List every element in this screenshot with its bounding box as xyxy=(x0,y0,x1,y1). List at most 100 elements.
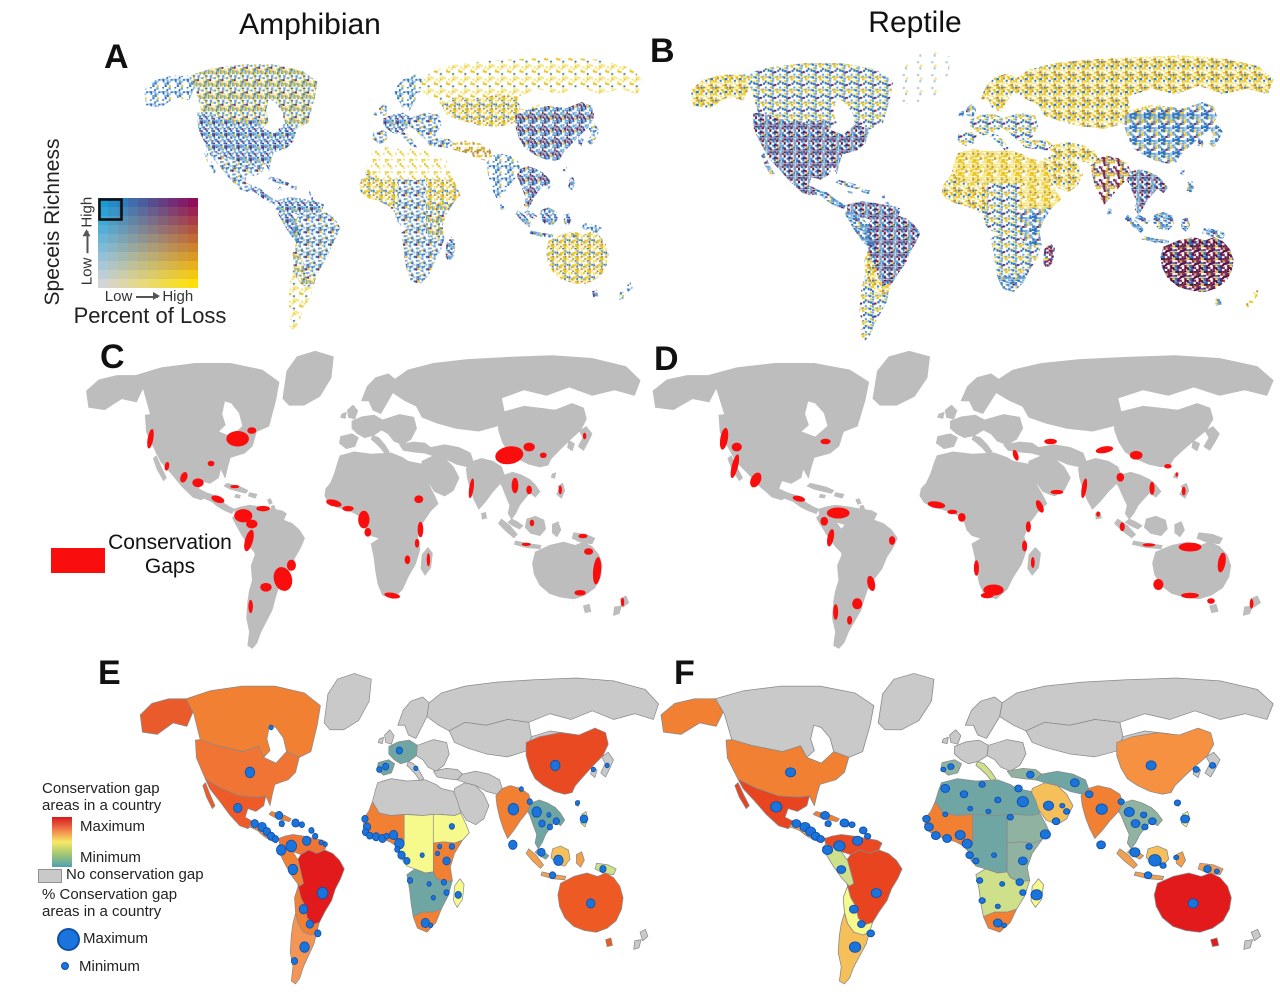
region-japan xyxy=(587,123,600,146)
country-gap-circle xyxy=(1143,871,1153,880)
region-uk xyxy=(944,404,958,420)
region-brazil xyxy=(292,210,341,278)
region-camerica xyxy=(201,492,235,514)
country-gap-circle xyxy=(426,881,432,887)
country-gap-circle xyxy=(1043,800,1054,811)
region-safrica xyxy=(400,227,445,271)
region-sulawesi xyxy=(1181,217,1191,232)
bivariate-x-axis-label: Percent of Loss xyxy=(73,303,227,328)
conservation-gap-patch xyxy=(358,510,370,529)
country-gap-circle xyxy=(298,821,305,828)
conservation-gap-patch xyxy=(1012,449,1019,461)
region-nafrica xyxy=(372,778,462,816)
country-gap-circle xyxy=(836,865,847,874)
region-nafrica xyxy=(951,149,1052,184)
region-cafrica xyxy=(978,182,1021,238)
bivariate-cell xyxy=(188,252,198,262)
region-canada xyxy=(188,64,318,129)
conservation-gap-patch xyxy=(582,432,587,440)
country-gap-circle xyxy=(448,823,455,830)
country-gap-circle xyxy=(1148,817,1157,826)
conservation-gap-patch xyxy=(342,505,354,512)
country-gap-circle xyxy=(1140,811,1148,819)
panel-label-f: F xyxy=(674,654,695,692)
region-seasia xyxy=(1118,799,1163,850)
bivariate-cell xyxy=(98,243,109,253)
region-nafrica xyxy=(334,451,430,488)
region-sulawesi xyxy=(551,521,562,538)
region-greenland xyxy=(323,673,372,731)
region-iberia xyxy=(957,131,977,147)
country-gap-circle xyxy=(291,818,300,828)
bivariate-cell xyxy=(98,270,109,280)
country-gap-circle xyxy=(443,889,450,896)
region-camerica xyxy=(247,185,278,205)
bivariate-cell xyxy=(158,225,169,235)
panel-d-map xyxy=(652,350,1274,649)
country-gap-circle xyxy=(428,922,434,929)
bivariate-cell xyxy=(158,207,169,217)
conservation-gap-patch xyxy=(820,438,831,445)
region-horn xyxy=(1020,181,1061,210)
region-turkey xyxy=(1020,139,1054,151)
bivariate-cell xyxy=(188,279,198,288)
bivariate-cell xyxy=(148,261,159,271)
region-greenland xyxy=(877,673,935,731)
region-china xyxy=(515,101,595,162)
country-gap-circle xyxy=(1117,798,1125,805)
bivariate-cell xyxy=(178,207,189,217)
region-philippines xyxy=(1186,179,1195,195)
region-iberia xyxy=(339,433,359,450)
region-colombia xyxy=(277,197,325,216)
conservation-gap-patch xyxy=(592,557,602,585)
region-nafrica xyxy=(930,451,1038,488)
conservation-gap-patch xyxy=(1022,540,1028,552)
bivariate-cell xyxy=(98,252,109,262)
country-gap-circle xyxy=(930,831,941,841)
country-gap-circle xyxy=(1130,819,1141,828)
country-gap-circle xyxy=(1030,889,1043,901)
region-baja xyxy=(761,153,775,178)
region-madagascar xyxy=(420,547,433,576)
region-scone xyxy=(292,243,317,288)
conservation-gap-patch xyxy=(574,590,586,596)
region-centralasia xyxy=(448,719,532,758)
region-mexico xyxy=(206,147,265,192)
bivariate-cell xyxy=(108,270,119,280)
bivariate-cell xyxy=(168,198,179,208)
region-mideast xyxy=(1047,142,1098,164)
conservation-gap-patch xyxy=(523,442,535,452)
bivariate-cell xyxy=(98,261,109,271)
conservation-gap-patch xyxy=(526,485,532,495)
conservation-gap-patch xyxy=(558,485,562,495)
region-seasia xyxy=(1126,169,1169,215)
country-gap-circle xyxy=(552,817,560,826)
country-gap-circle xyxy=(785,767,797,778)
region-malaysia xyxy=(507,518,524,530)
gradient-max-label: Maximum xyxy=(80,818,146,835)
conservation-gap-patch xyxy=(980,592,994,599)
conservation-gap-patch xyxy=(244,529,254,552)
bivariate-cell xyxy=(178,243,189,253)
region-india xyxy=(1078,458,1122,510)
country-gap-circle xyxy=(820,811,830,820)
gaps-legend-line2: Gaps xyxy=(144,555,196,578)
conservation-gap-patch xyxy=(1217,552,1226,573)
country-gap-circle xyxy=(848,821,856,828)
bivariate-highlight-box xyxy=(98,198,123,221)
conservation-gap-patch xyxy=(1149,481,1155,495)
region-alaska xyxy=(652,375,717,411)
country-gap-circle xyxy=(430,894,436,901)
conservation-gap-patch xyxy=(226,431,249,447)
conservation-gap-patch xyxy=(1178,542,1202,552)
conservation-gap-patch xyxy=(888,536,896,545)
country-gap-circle xyxy=(403,857,411,865)
region-centralasia xyxy=(1025,719,1124,758)
country-gap-circle xyxy=(1129,847,1141,858)
bivariate-cell xyxy=(128,198,139,208)
bivariate-cell xyxy=(188,261,198,271)
country-gap-circle xyxy=(857,920,866,929)
bivariate-cell xyxy=(138,216,149,226)
region-malaysia xyxy=(1124,518,1143,530)
region-antilles xyxy=(307,190,315,203)
